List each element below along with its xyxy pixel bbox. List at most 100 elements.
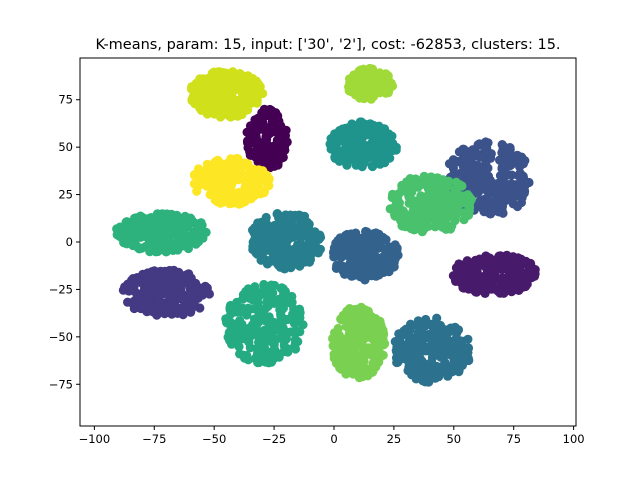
data-point	[252, 117, 262, 127]
data-point	[266, 280, 276, 290]
x-tick-label: 0	[330, 432, 337, 446]
data-point	[363, 246, 373, 256]
points-layer	[112, 63, 540, 387]
data-point	[514, 285, 524, 295]
data-point	[371, 267, 381, 277]
data-point	[442, 222, 452, 232]
data-point	[371, 355, 381, 365]
data-point	[508, 252, 518, 262]
data-point	[211, 105, 221, 115]
cluster-11	[448, 250, 540, 298]
data-point	[300, 257, 310, 267]
data-point	[448, 366, 458, 376]
data-point	[416, 329, 426, 339]
data-point	[375, 237, 385, 247]
data-point	[245, 76, 255, 86]
data-point	[267, 158, 277, 168]
data-point	[289, 342, 299, 352]
data-point	[332, 152, 342, 162]
x-tick-label: 25	[387, 432, 402, 446]
data-point	[483, 163, 493, 173]
data-point	[434, 192, 444, 202]
data-point	[191, 237, 201, 248]
data-point	[265, 224, 275, 234]
data-point	[463, 334, 473, 344]
data-point	[508, 193, 518, 203]
data-point	[161, 271, 171, 282]
data-point	[239, 85, 250, 95]
data-point	[351, 240, 361, 250]
data-point	[463, 195, 473, 205]
data-point	[262, 259, 272, 269]
data-point	[251, 187, 261, 197]
data-point	[357, 138, 367, 148]
data-point	[492, 194, 502, 204]
data-point	[272, 253, 282, 263]
data-point	[141, 241, 151, 251]
data-point	[219, 178, 229, 188]
y-tick-label: 50	[58, 140, 73, 154]
data-point	[260, 125, 270, 135]
data-point	[259, 176, 269, 186]
data-point	[329, 353, 339, 363]
data-point	[335, 126, 345, 136]
cluster-13	[221, 279, 308, 368]
data-point	[179, 297, 190, 307]
data-point	[297, 224, 307, 234]
cluster-8	[112, 209, 211, 257]
data-point	[400, 186, 410, 196]
data-point	[254, 333, 265, 343]
data-point	[313, 248, 323, 258]
data-point	[255, 344, 265, 354]
data-point	[411, 205, 421, 215]
data-point	[272, 325, 282, 335]
data-point	[263, 293, 273, 303]
data-point	[462, 258, 472, 268]
data-point	[347, 271, 357, 281]
data-point	[288, 313, 298, 323]
data-point	[452, 190, 463, 200]
data-point	[229, 158, 239, 168]
data-point	[253, 90, 263, 100]
data-point	[348, 74, 358, 84]
data-point	[278, 152, 288, 162]
data-point	[378, 334, 388, 344]
data-point	[151, 241, 161, 252]
data-point	[246, 194, 256, 204]
data-point	[449, 168, 459, 178]
data-point	[370, 153, 380, 163]
data-point	[226, 195, 236, 205]
data-point	[250, 150, 260, 160]
data-point	[523, 272, 534, 282]
data-point	[476, 285, 486, 295]
data-point	[495, 282, 506, 292]
data-point	[345, 258, 355, 268]
data-point	[342, 160, 352, 170]
data-point	[260, 243, 270, 253]
data-point	[388, 249, 398, 259]
y-tick-label: −25	[49, 282, 73, 296]
data-point	[256, 315, 267, 325]
data-point	[128, 240, 138, 251]
data-point	[503, 282, 513, 292]
data-point	[444, 200, 454, 210]
x-tick-label: 50	[446, 432, 461, 446]
data-point	[122, 281, 132, 291]
data-point	[430, 222, 440, 232]
data-point	[409, 220, 419, 230]
data-point	[196, 83, 207, 93]
data-point	[356, 80, 366, 90]
data-point	[270, 241, 280, 251]
x-tick-label: −75	[142, 432, 166, 446]
data-point	[284, 214, 294, 224]
data-point	[431, 202, 441, 212]
data-point	[280, 145, 290, 155]
data-point	[404, 362, 414, 372]
data-point	[259, 187, 269, 197]
data-point	[450, 211, 460, 221]
data-point	[452, 328, 462, 338]
data-point	[280, 293, 290, 303]
data-point	[384, 129, 394, 139]
data-point	[474, 257, 484, 267]
data-point	[432, 173, 443, 183]
